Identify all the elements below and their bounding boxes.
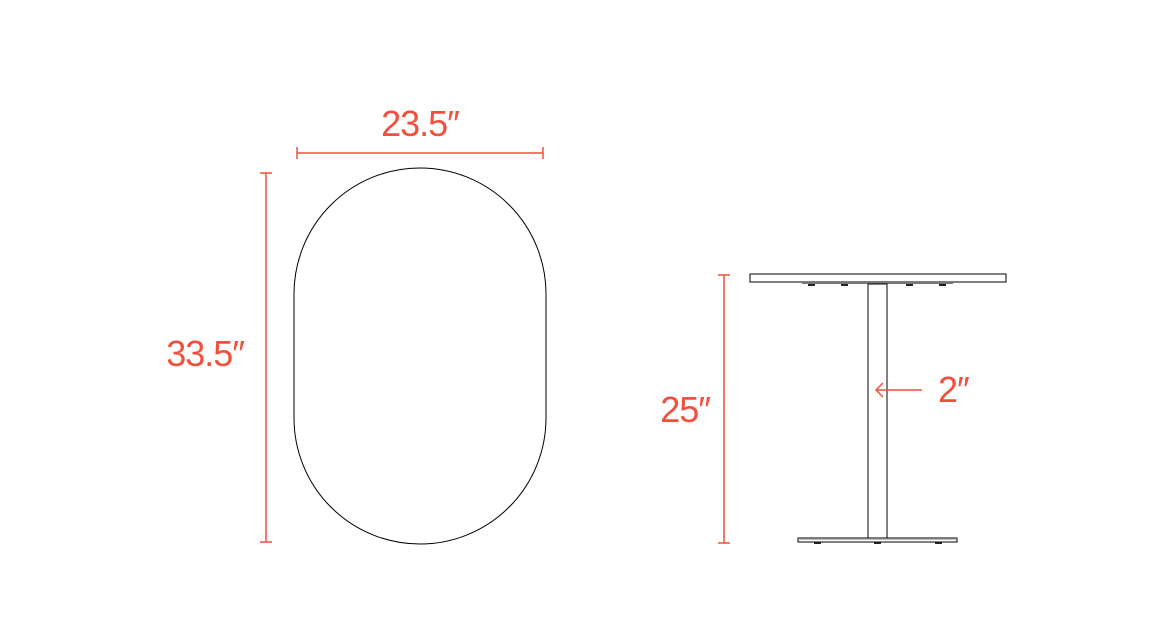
height-label: 25″ (660, 389, 711, 430)
tabletop-edge (749, 273, 1007, 283)
side-view: 25″ 2″ (660, 273, 1007, 544)
height-dimension-line (718, 274, 730, 544)
width-label: 23.5″ (381, 103, 460, 144)
depth-label: 33.5″ (166, 333, 245, 374)
depth-dimension-line (260, 172, 272, 543)
width-dimension-line (296, 147, 544, 159)
base-feet (814, 542, 942, 544)
bracket-fasteners (808, 284, 946, 286)
column-diameter-label: 2″ (938, 369, 970, 410)
top-view: 23.5″ 33.5″ (166, 103, 547, 545)
column (867, 283, 888, 539)
column-arrow-icon (874, 382, 922, 398)
tabletop-bracket (802, 282, 953, 284)
tabletop-oval-outline (293, 167, 547, 545)
